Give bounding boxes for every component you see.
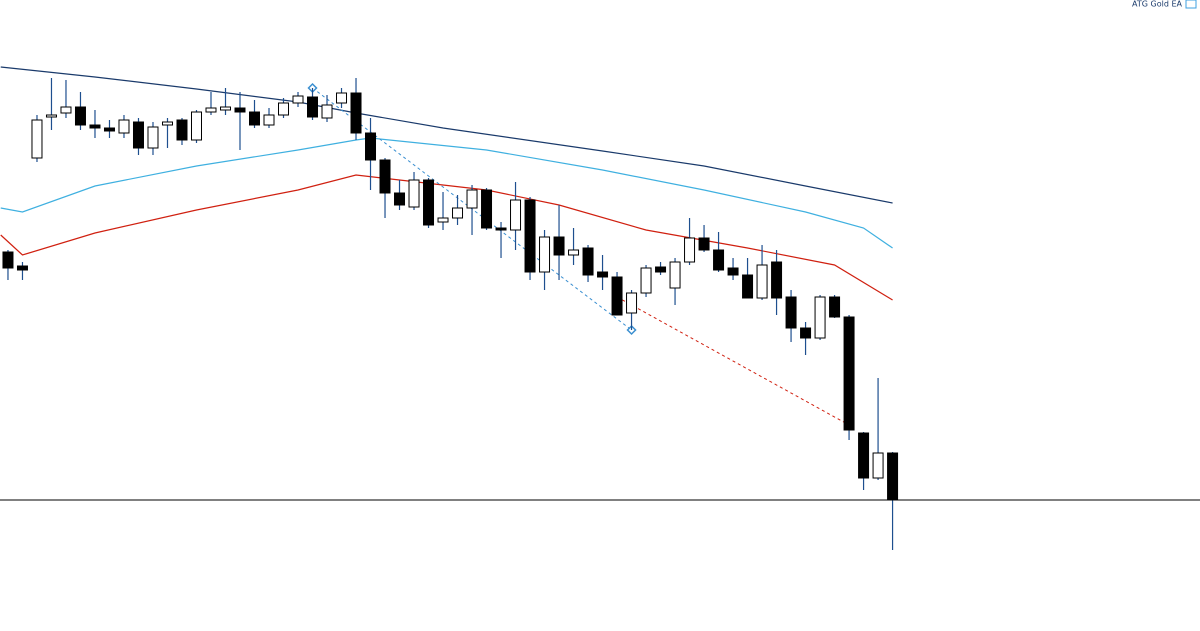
candle-body: [626, 292, 638, 314]
candle-body: [597, 271, 609, 278]
candle-body: [350, 92, 362, 134]
candle-body: [379, 159, 391, 194]
candle-body: [800, 327, 812, 339]
candle-body: [553, 236, 565, 256]
candle-body: [655, 266, 667, 273]
candle-body: [103, 127, 115, 132]
moving-average: [0, 66, 893, 204]
candle-body: [611, 276, 623, 316]
candle-body: [190, 111, 202, 141]
candle-body: [510, 199, 522, 231]
candle-body: [481, 189, 493, 229]
candle-body: [829, 296, 841, 318]
candle-body: [2, 251, 14, 269]
candle-body: [771, 261, 783, 299]
ea-icon: [1185, 0, 1197, 9]
candle-body: [45, 114, 57, 118]
candle-body: [858, 432, 870, 479]
candle-body: [872, 452, 884, 479]
candle-body: [698, 237, 710, 251]
candle-body: [814, 296, 826, 339]
candle-body: [16, 265, 28, 271]
candle-body: [408, 179, 420, 208]
candle-body: [292, 95, 304, 104]
candle-body: [249, 111, 261, 126]
candle-body: [495, 227, 507, 231]
candle-body: [539, 236, 551, 273]
candle-body: [263, 114, 275, 126]
candle-body: [365, 132, 377, 161]
candle-body: [640, 267, 652, 294]
candle-body: [713, 249, 725, 271]
candle-body: [336, 92, 348, 104]
ea-label: ATG Gold EA: [1132, 0, 1182, 9]
candle-body: [60, 106, 72, 114]
candle-body: [887, 452, 899, 501]
candle-body: [234, 107, 246, 113]
candle-body: [118, 119, 130, 134]
candle-body: [74, 106, 86, 126]
candle-body: [176, 119, 188, 141]
candle-body: [466, 189, 478, 209]
candle-body: [219, 106, 231, 111]
candle-body: [132, 121, 144, 149]
candle-body: [89, 124, 101, 129]
candle-body: [278, 102, 290, 116]
candle-body: [843, 316, 855, 431]
candle-body: [394, 192, 406, 206]
candle-body: [582, 247, 594, 276]
candle-body: [205, 107, 217, 113]
candle-body: [437, 217, 449, 223]
candle-body: [785, 296, 797, 329]
candle-body: [684, 237, 696, 263]
candle-body: [423, 179, 435, 226]
candle-body: [31, 119, 43, 159]
candle-body: [161, 121, 173, 126]
candle-body: [452, 207, 464, 219]
candle-body: [321, 104, 333, 119]
candle-body: [147, 126, 159, 149]
candle-body: [742, 274, 754, 299]
candle-body: [727, 267, 739, 276]
candle-body: [307, 96, 319, 118]
candle-body: [756, 264, 768, 299]
candle-body: [568, 249, 580, 256]
candle-body: [669, 261, 681, 289]
trade-line: [616, 296, 850, 426]
candle-body: [524, 199, 536, 273]
